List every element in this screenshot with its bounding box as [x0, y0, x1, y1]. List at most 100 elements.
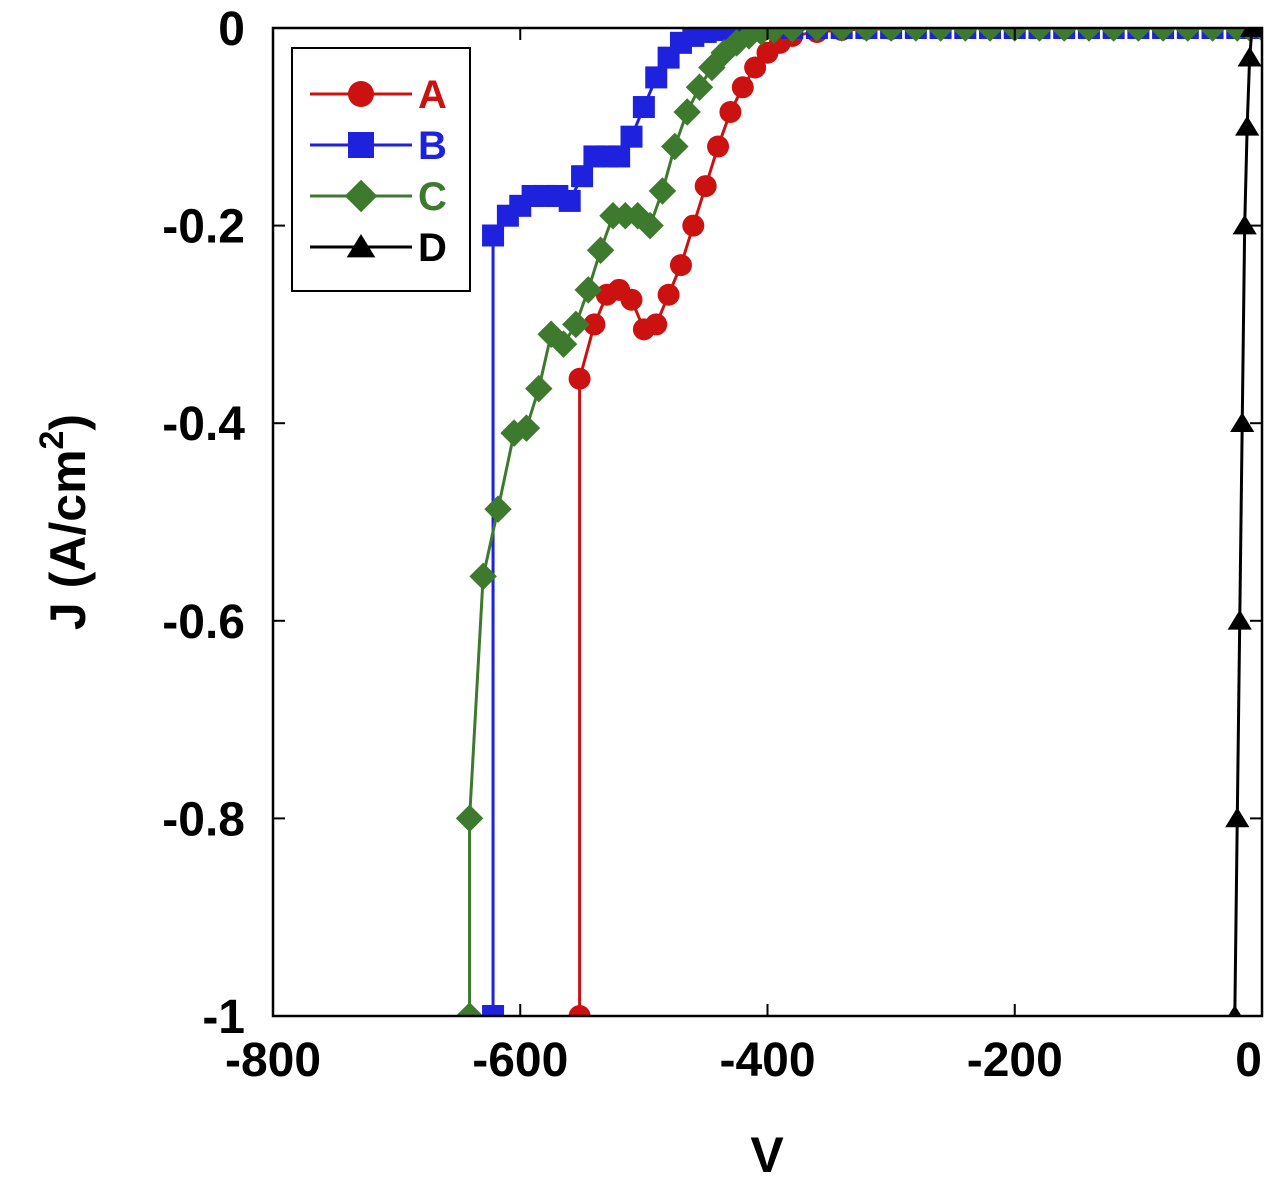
series-c-point: [1149, 28, 1177, 42]
series-b-point: [571, 165, 594, 188]
series-c-point: [902, 28, 930, 42]
x-tick-label: 0: [1235, 1034, 1262, 1087]
series-a-point: [645, 313, 668, 336]
series-c-point: [1198, 28, 1227, 42]
series-c-point: [1124, 28, 1153, 42]
series-c-point: [636, 211, 664, 240]
series-a-point: [620, 288, 643, 311]
x-tick-label: -600: [472, 1034, 568, 1087]
series-b-point: [632, 96, 655, 119]
series-c-point: [455, 1002, 484, 1016]
series-b-point: [719, 28, 742, 40]
series-c-point: [1075, 28, 1103, 42]
tick-labels-layer: -800 -600 -400 -200 0 0 -0.2 -0.4 -0.6 -0.8 -1: [162, 3, 1262, 1087]
legend-marker-d: [346, 234, 376, 258]
series-b-point: [558, 189, 581, 212]
x-axis-title: V: [750, 1127, 784, 1181]
series-c-point: [877, 28, 905, 42]
y-axis-title-close: ): [40, 414, 96, 431]
series-c-point: [852, 28, 881, 42]
series-layer: [455, 28, 1262, 1016]
series-a-point: [731, 76, 754, 99]
series-c-point: [951, 28, 980, 42]
series-d-point: [1225, 807, 1250, 828]
series-c-point: [926, 28, 955, 42]
legend-entry-a: A: [310, 73, 447, 117]
series-c-point: [586, 236, 615, 265]
legend-label-b: B: [418, 124, 447, 168]
series-a: [568, 28, 1262, 1016]
y-tick-label: -0.4: [162, 398, 245, 451]
series-a-point: [682, 214, 705, 237]
series-b-point: [482, 1005, 505, 1016]
series-c-point: [525, 374, 553, 403]
series-c-point: [1174, 28, 1202, 42]
series-a-point: [719, 100, 742, 123]
y-axis-title-main: J (A/cm: [40, 449, 96, 630]
series-c-point: [484, 495, 512, 523]
series-a-point: [583, 313, 606, 336]
x-tick-label: -400: [719, 1034, 815, 1087]
legend-label-c: C: [418, 175, 447, 219]
series-c-point: [803, 28, 831, 42]
legend-entry-d: D: [310, 226, 447, 270]
legend-entry-b: B: [310, 124, 447, 168]
series-c-point: [512, 414, 541, 442]
series-d-point: [1237, 46, 1262, 67]
series-a-point: [657, 283, 680, 306]
series-c-point: [1025, 28, 1054, 42]
series-a-line: [578, 28, 1262, 1016]
series-d-point: [1227, 609, 1252, 630]
series-b-point: [608, 145, 631, 168]
legend-marker-a: [348, 81, 374, 107]
y-tick-label: -1: [202, 991, 245, 1044]
series-a-point: [744, 56, 767, 79]
series-b-line: [491, 28, 1262, 1016]
ticks-layer: [272, 27, 1263, 1017]
legend-marker-b: [348, 132, 374, 158]
series-c-point: [562, 310, 590, 339]
series-d-point: [1228, 1005, 1242, 1016]
series-c-point: [549, 330, 578, 358]
series-c-point: [673, 98, 701, 126]
series-d-point: [1235, 115, 1260, 136]
series-d-point: [1230, 412, 1255, 432]
series-c-point: [1099, 28, 1128, 42]
y-axis-title: J (A/cm2): [33, 414, 96, 630]
y-tick-label: -0.6: [162, 596, 245, 649]
y-tick-label: -0.2: [162, 201, 245, 254]
series-a-point: [568, 367, 591, 390]
series-c-point: [661, 132, 689, 161]
series-b-point: [482, 224, 505, 247]
series-c-point: [827, 28, 856, 42]
series-c-point: [455, 804, 484, 833]
series-c-point: [648, 177, 677, 205]
series-b-point: [620, 125, 643, 148]
series-c-point: [469, 562, 497, 591]
series-c-point: [574, 276, 602, 304]
series-d: [1225, 28, 1262, 1016]
series-b: [482, 28, 1262, 1016]
legend-marker-c: [344, 179, 378, 213]
series-c-point: [778, 28, 806, 43]
series-b-point: [645, 66, 668, 89]
series-d-point: [1249, 28, 1262, 37]
series-c-point: [685, 73, 714, 102]
x-tick-label: -200: [967, 1034, 1063, 1087]
series-c-point: [1050, 28, 1078, 42]
y-tick-label: 0: [218, 3, 245, 56]
y-axis-title-superscript: 2: [33, 431, 71, 450]
series-a-point: [707, 135, 730, 158]
x-tick-label: -800: [225, 1034, 321, 1087]
legend-box: [291, 47, 471, 292]
series-d-point: [1232, 214, 1257, 235]
y-tick-label: -0.8: [162, 793, 245, 846]
legend-entry-c: C: [310, 175, 447, 219]
series-d-line: [1233, 28, 1262, 1016]
series-a-point: [669, 254, 692, 277]
legend-label-a: A: [418, 73, 447, 117]
series-a-point: [694, 175, 717, 198]
series-a-point: [568, 1005, 591, 1016]
